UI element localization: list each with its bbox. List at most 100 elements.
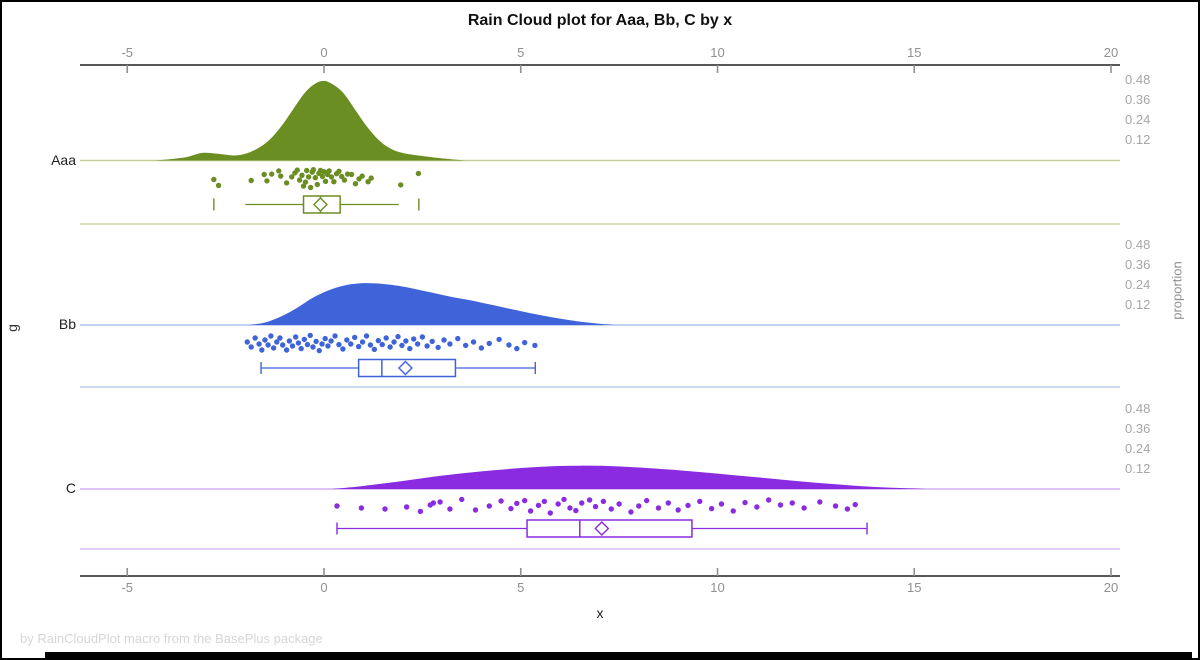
- bottom-tick-label: 5: [517, 580, 525, 595]
- rain-point-aaa: [336, 168, 342, 174]
- rain-point-bb: [307, 332, 313, 339]
- category-label-c: C: [65, 480, 76, 496]
- rain-point-c: [852, 501, 858, 508]
- rain-point-bb: [328, 338, 334, 344]
- rain-point-c: [697, 498, 703, 505]
- rain-point-bb: [336, 341, 342, 348]
- rain-point-aaa: [303, 167, 310, 174]
- rain-point-c: [730, 508, 736, 514]
- rain-point-bb: [411, 336, 417, 342]
- bottom-tick-label: 20: [1103, 580, 1119, 595]
- rain-point-aaa: [296, 177, 303, 183]
- rain-point-bb: [424, 343, 430, 349]
- proportion-tick-label-c: 0.12: [1125, 460, 1151, 476]
- rain-point-bb: [289, 343, 296, 349]
- rain-point-bb: [319, 341, 325, 347]
- rain-point-bb: [395, 333, 401, 340]
- rain-point-aaa: [305, 174, 312, 180]
- rain-point-bb: [244, 339, 250, 345]
- mean-diamond-c: [594, 521, 610, 536]
- rain-point-c: [579, 500, 585, 506]
- rain-point-bb: [313, 338, 319, 345]
- rain-point-c: [555, 501, 561, 507]
- proportion-tick-label-aaa: 0.12: [1125, 132, 1151, 148]
- rain-point-aaa: [278, 173, 284, 179]
- rain-point-bb: [292, 334, 299, 340]
- rain-point-c: [334, 503, 340, 509]
- rain-point-bb: [274, 339, 280, 345]
- proportion-tick-label-aaa: 0.24: [1125, 112, 1151, 128]
- rain-point-bb: [387, 344, 393, 350]
- rain-point-c: [541, 498, 548, 505]
- rain-point-aaa: [211, 176, 217, 183]
- rain-point-bb: [447, 341, 453, 347]
- rain-point-aaa: [268, 171, 275, 177]
- rain-point-bb: [270, 345, 277, 351]
- rain-point-bb: [375, 337, 382, 344]
- rain-point-c: [655, 505, 662, 511]
- rain-point-aaa: [276, 168, 282, 174]
- rain-point-c: [447, 506, 453, 512]
- bottom-tick-label: 0: [320, 580, 328, 595]
- proportion-tick-label-aaa: 0.36: [1125, 92, 1151, 108]
- bottom-tick-label: 15: [907, 580, 922, 595]
- rain-point-bb: [283, 347, 290, 353]
- rain-point-bb: [348, 341, 354, 347]
- y-axis-label: g: [3, 324, 20, 332]
- rain-point-c: [459, 496, 465, 503]
- proportion-tick-label-c: 0.24: [1125, 440, 1151, 456]
- rain-point-aaa: [289, 174, 295, 180]
- rain-point-c: [765, 497, 772, 503]
- rain-point-c: [608, 506, 614, 512]
- rain-point-bb: [419, 334, 426, 340]
- rain-point-bb: [414, 341, 421, 347]
- top-tick-label: 20: [1103, 45, 1119, 60]
- rain-point-aaa: [368, 175, 374, 181]
- proportion-tick-label-c: 0.48: [1125, 400, 1151, 416]
- rain-point-bb: [399, 342, 405, 349]
- rain-point-bb: [363, 333, 370, 339]
- rain-point-bb: [252, 335, 258, 341]
- rain-point-c: [600, 498, 607, 505]
- rain-point-aaa: [299, 172, 305, 178]
- rain-point-aaa: [300, 183, 307, 189]
- rain-point-bb: [295, 340, 302, 346]
- rain-point-c: [586, 497, 593, 503]
- rain-point-c: [817, 499, 823, 505]
- rain-point-bb: [441, 337, 447, 343]
- proportion-tick-label-bb: 0.24: [1125, 276, 1151, 292]
- bottom-tick-label: 10: [710, 580, 725, 595]
- rain-point-bb: [351, 334, 358, 341]
- rain-point-aaa: [302, 179, 309, 185]
- rain-point-c: [508, 505, 514, 512]
- rain-point-bb: [371, 346, 378, 353]
- rain-point-bb: [506, 342, 512, 348]
- rain-point-c: [514, 500, 520, 507]
- rain-point-c: [567, 505, 573, 511]
- rain-point-bb: [268, 333, 274, 339]
- rain-point-aaa: [283, 180, 290, 186]
- rain-point-bb: [435, 344, 441, 351]
- rain-point-bb: [310, 344, 316, 350]
- rain-point-c: [844, 506, 851, 512]
- rain-point-aaa: [215, 182, 222, 189]
- rain-point-bb: [391, 339, 397, 345]
- rain-point-aaa: [398, 182, 404, 188]
- rain-point-bb: [265, 342, 271, 348]
- top-tick-label: 15: [907, 45, 922, 60]
- proportion-tick-label-bb: 0.48: [1125, 236, 1151, 252]
- rain-point-bb: [407, 345, 413, 352]
- rain-point-c: [417, 508, 424, 515]
- rain-point-c: [708, 505, 715, 512]
- rain-point-c: [592, 503, 599, 510]
- rain-point-bb: [304, 341, 311, 348]
- box-c: [526, 519, 693, 538]
- top-tick-label: 0: [320, 45, 328, 60]
- rain-point-c: [382, 506, 388, 512]
- rain-point-bb: [262, 337, 268, 343]
- top-tick-label: -5: [121, 45, 134, 60]
- proportion-tick-label-aaa: 0.48: [1125, 72, 1151, 87]
- x-axis-label: x: [596, 605, 604, 621]
- rain-point-aaa: [415, 170, 422, 177]
